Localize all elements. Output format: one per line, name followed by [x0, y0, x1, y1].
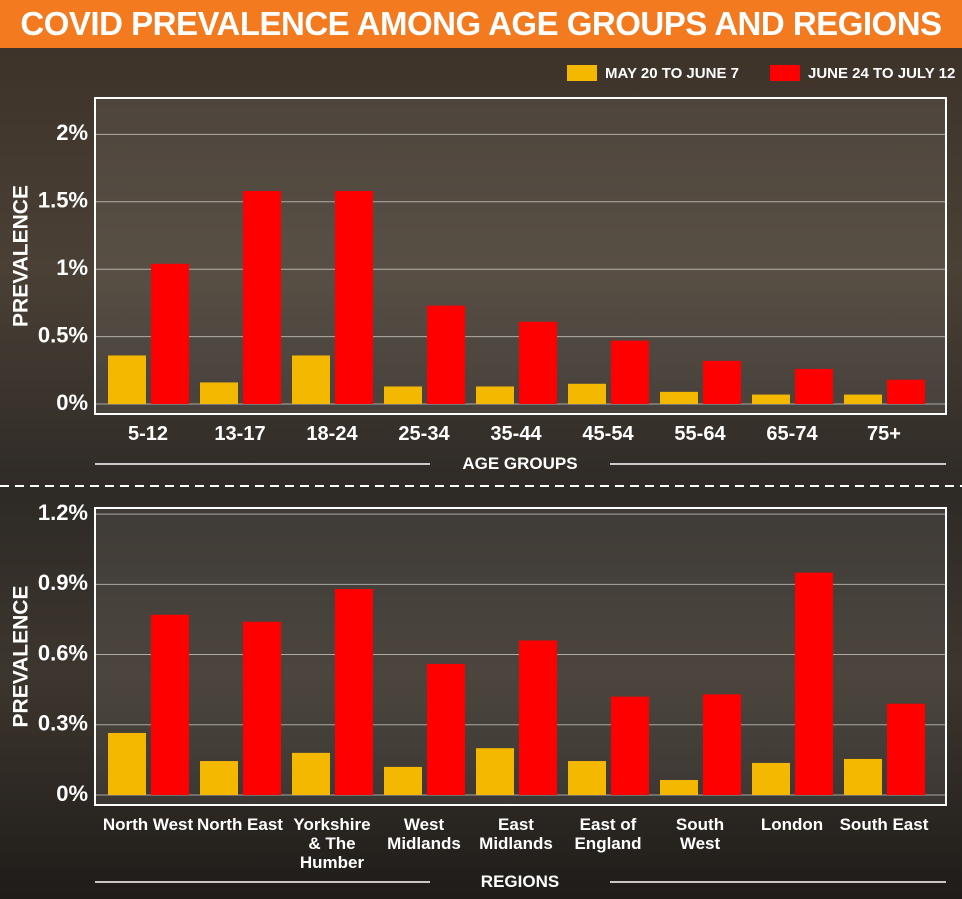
bar — [427, 663, 465, 795]
bar — [292, 355, 330, 404]
bar — [519, 640, 557, 795]
chart-title: COVID PREVALENCE AMONG AGE GROUPS AND RE… — [0, 0, 962, 48]
bar — [335, 191, 373, 404]
bar — [752, 394, 790, 404]
x-tick-label: South East — [839, 815, 929, 834]
bar — [568, 383, 606, 404]
bar — [703, 694, 741, 795]
bar — [476, 748, 514, 795]
y-tick-label: 2% — [56, 120, 88, 145]
bar — [887, 703, 925, 795]
bar — [844, 758, 882, 795]
y-tick-label: 0.5% — [38, 322, 88, 347]
legend-swatch — [770, 65, 800, 81]
bar — [752, 762, 790, 795]
x-tick-label: London — [760, 815, 824, 834]
legend-label: JUNE 24 TO JULY 12 — [808, 65, 955, 82]
x-tick-label: 75+ — [867, 423, 901, 445]
bar — [151, 614, 189, 795]
bar — [795, 368, 833, 404]
bar — [108, 355, 146, 404]
y-axis-label: PREVALENCE — [10, 185, 33, 327]
y-tick-label: 0% — [56, 781, 88, 806]
bar — [200, 382, 238, 404]
bar — [384, 386, 422, 404]
bar — [703, 360, 741, 404]
bar — [476, 386, 514, 404]
x-tick-label: East Midlands — [479, 815, 553, 853]
x-tick-label: 25-34 — [398, 423, 450, 445]
y-tick-label: 0.6% — [38, 640, 88, 665]
bar — [795, 572, 833, 795]
bar — [243, 191, 281, 404]
bar — [335, 588, 373, 795]
x-tick-label: 45-54 — [582, 423, 634, 445]
x-tick-label: North West — [102, 815, 194, 834]
x-tick-label: 35-44 — [490, 423, 542, 445]
y-axis-label: PREVALENCE — [10, 586, 33, 728]
x-tick-label: 18-24 — [306, 423, 358, 445]
bar — [844, 394, 882, 404]
bar — [568, 761, 606, 795]
bar — [611, 696, 649, 795]
x-tick-label: 13-17 — [214, 423, 266, 445]
y-tick-label: 0.3% — [38, 711, 88, 736]
legend-label: MAY 20 TO JUNE 7 — [605, 65, 739, 82]
x-axis-label: AGE GROUPS — [462, 454, 578, 473]
x-tick-label: West Midlands — [387, 815, 461, 853]
bar — [108, 732, 146, 795]
bar — [887, 379, 925, 404]
x-tick-label: 55-64 — [674, 423, 726, 445]
x-tick-label: Yorkshire & The Humber — [293, 815, 371, 872]
bar — [427, 305, 465, 404]
x-tick-label: North East — [197, 815, 283, 834]
bar — [660, 391, 698, 404]
x-tick-label: 65-74 — [766, 423, 818, 445]
x-tick-label: East of England — [574, 815, 642, 853]
bar — [611, 340, 649, 404]
y-tick-label: 0% — [56, 390, 88, 415]
x-tick-label: 5-12 — [127, 423, 169, 445]
y-tick-label: 1% — [56, 255, 88, 280]
bar — [200, 761, 238, 795]
y-tick-label: 1.2% — [38, 500, 88, 525]
bar — [292, 752, 330, 795]
bar — [243, 621, 281, 795]
x-tick-label: South West — [675, 815, 725, 853]
bar — [384, 766, 422, 795]
x-axis-label: REGIONS — [480, 872, 560, 891]
bar — [151, 263, 189, 404]
y-tick-label: 0.9% — [38, 570, 88, 595]
legend-swatch — [567, 65, 597, 81]
bar — [519, 321, 557, 404]
y-tick-label: 1.5% — [38, 188, 88, 213]
bar — [660, 780, 698, 795]
